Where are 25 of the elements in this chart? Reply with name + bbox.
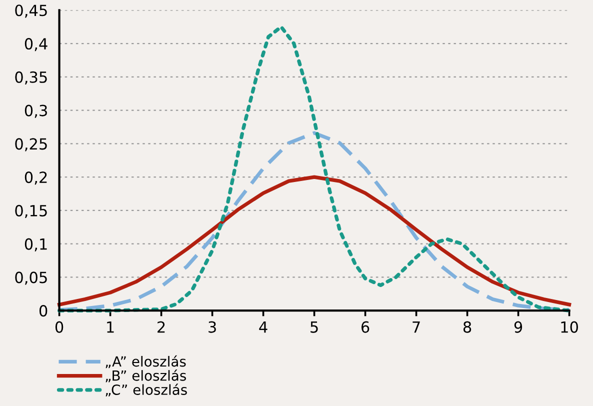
y-tick-label: 0,4: [24, 38, 48, 52]
x-tick-label: 3: [208, 321, 216, 333]
x-tick-label: 10: [561, 321, 578, 333]
y-tick-label: 0,1: [24, 238, 47, 252]
legend-label: „A” eloszlás: [106, 355, 186, 368]
legend-label: „B” eloszlás: [106, 370, 186, 382]
x-tick-label: 8: [463, 321, 472, 333]
x-tick-label: 9: [514, 321, 522, 333]
legend-label: „C” eloszlás: [106, 384, 187, 396]
x-tick-label: 6: [361, 321, 370, 333]
x-tick-label: 2: [158, 321, 165, 333]
x-tick-label: 5: [310, 321, 318, 333]
x-tick-label: 1: [107, 321, 114, 333]
line-series: [57, 175, 572, 306]
y-tick-label: 0,35: [15, 71, 47, 84]
y-tick-label: 0,05: [15, 272, 47, 285]
x-tick-label: 0: [55, 321, 64, 333]
x-tick-label: 4: [259, 321, 268, 333]
x-tick-label: 7: [412, 321, 420, 333]
y-tick-label: 0,2: [24, 172, 47, 185]
y-tick-label: 0,3: [24, 104, 47, 118]
y-tick-label: 0: [39, 305, 48, 317]
y-tick-label: 0,45: [15, 4, 47, 18]
y-tick-label: 0,25: [15, 138, 47, 152]
y-tick-label: 0,15: [15, 204, 47, 218]
